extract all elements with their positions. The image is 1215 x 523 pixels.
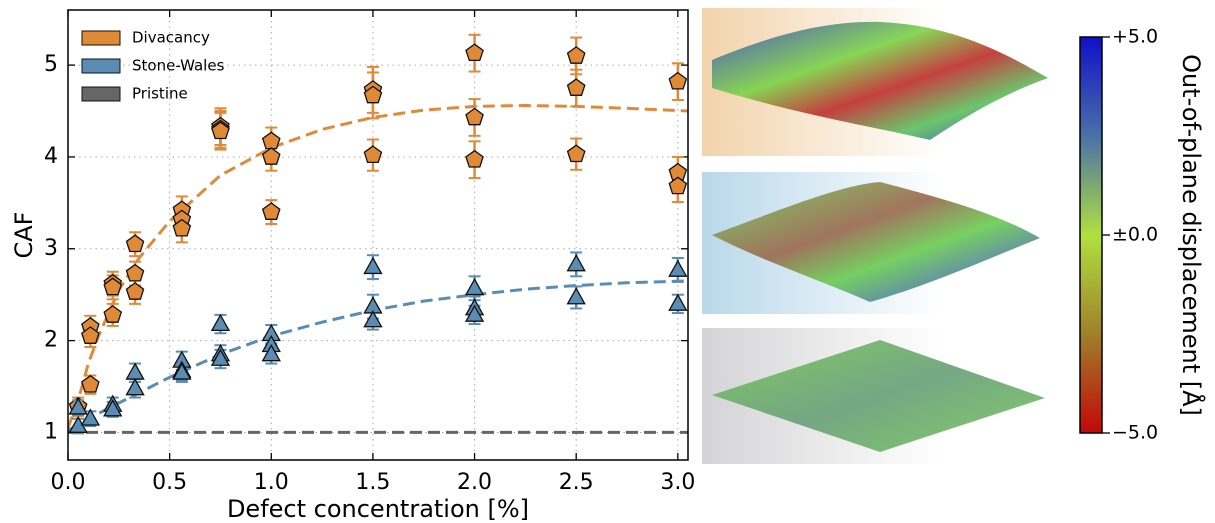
- data-point: [127, 235, 144, 251]
- colorbar-ticks: +5.0 ±0.0 −5.0: [1102, 26, 1158, 444]
- data-point: [263, 203, 280, 219]
- legend-swatch: [82, 31, 120, 45]
- y-tick-label: 1: [44, 419, 58, 444]
- data-point: [104, 306, 121, 322]
- data-point: [568, 79, 585, 95]
- x-tick-label: 1.0: [254, 470, 289, 495]
- colorbar-tick-label: −5.0: [1112, 422, 1158, 444]
- legend: Divacancy Stone-Wales Pristine: [82, 29, 225, 103]
- data-point: [82, 376, 99, 392]
- data-point: [466, 108, 483, 124]
- legend-swatch: [82, 87, 120, 101]
- x-tick-label: 3.0: [660, 470, 695, 495]
- y-tick-label: 4: [44, 144, 58, 169]
- data-point: [568, 288, 585, 303]
- y-tick-label: 5: [44, 52, 58, 77]
- colorbar-tick-label: +5.0: [1112, 26, 1158, 48]
- legend-swatch: [82, 59, 120, 73]
- y-axis-title: CAF: [10, 212, 38, 259]
- data-point: [364, 146, 381, 162]
- data-point: [466, 44, 483, 60]
- plot: [68, 10, 688, 460]
- colorbar-tick-label: ±0.0: [1112, 224, 1158, 246]
- x-tick-label: 2.0: [457, 470, 492, 495]
- figure: Out-of-plane displacement [Å] +5.0 ±0.0 −5…: [0, 0, 1215, 523]
- data-point: [669, 261, 686, 276]
- fit-line: [68, 281, 688, 431]
- data-point: [568, 145, 585, 161]
- data-point: [568, 255, 585, 270]
- legend-label: Pristine: [132, 85, 188, 103]
- x-tick-label: 1.5: [355, 470, 390, 495]
- colorbar: [1080, 37, 1102, 433]
- y-tick-label: 3: [44, 236, 58, 261]
- data-point: [127, 364, 144, 379]
- plot-frame: [68, 10, 688, 460]
- surface-panels: [702, 8, 1048, 464]
- data-point: [568, 47, 585, 63]
- data-point: [466, 279, 483, 294]
- x-tick-label: 2.5: [559, 470, 594, 495]
- legend-label: Stone-Wales: [132, 57, 225, 75]
- x-axis-title: Defect concentration [%]: [227, 495, 529, 523]
- data-point: [669, 73, 686, 89]
- y-tick-label: 2: [44, 328, 58, 353]
- legend-label: Divacancy: [132, 29, 210, 47]
- x-tick-label: 0.0: [51, 470, 86, 495]
- data-point: [364, 258, 381, 273]
- x-tick-label: 0.5: [152, 470, 187, 495]
- data-point: [212, 315, 229, 330]
- data-point: [669, 295, 686, 310]
- data-point: [127, 265, 144, 281]
- data-point: [466, 151, 483, 167]
- colorbar-label: Out-of-plane displacement [Å]: [1177, 54, 1206, 416]
- data-point: [263, 132, 280, 148]
